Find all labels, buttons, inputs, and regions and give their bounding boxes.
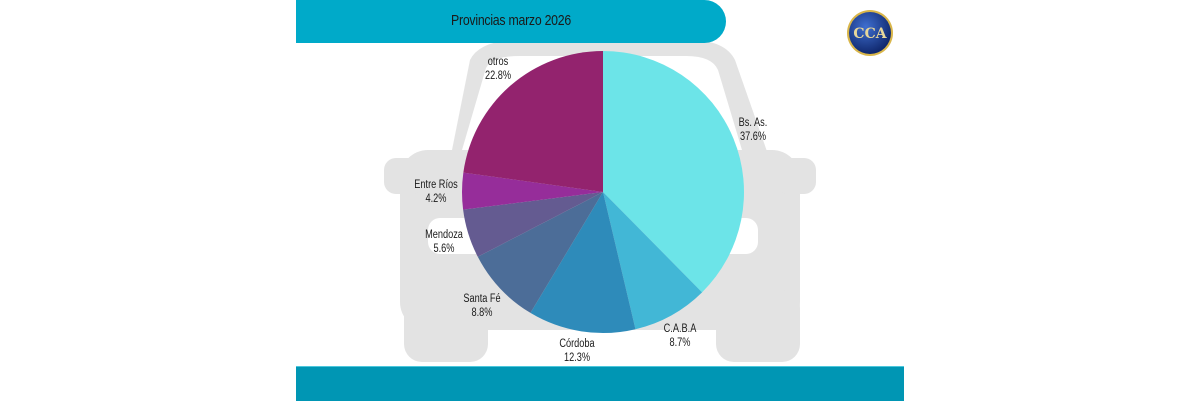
pie-slice [477, 192, 603, 313]
pie-slice [530, 192, 636, 333]
pie-slice [603, 51, 745, 293]
slice-label-caba: C.A.B.A 8.7% [663, 323, 697, 349]
slice-label-otros: otros 22.8% [484, 56, 512, 82]
pie-slice [463, 192, 603, 257]
cca-logo-icon: CCA [847, 10, 893, 56]
slice-label-cordoba: Córdoba 12.3% [559, 338, 595, 364]
slice-label-bs-as: Bs. As. 37.6% [738, 117, 768, 143]
pie-slice [603, 192, 703, 330]
chart-title: Provincias marzo 2026 [451, 12, 571, 29]
slice-label-mendoza: Mendoza 5.6% [425, 229, 463, 255]
footer-bar [296, 366, 904, 401]
slice-label-santa-fe: Santa Fé 8.8% [463, 293, 501, 319]
pie-slice [463, 51, 603, 192]
logo-text: CCA [853, 26, 887, 42]
slice-label-entre-rios: Entre Ríos 4.2% [414, 179, 458, 205]
title-bar: Provincias marzo 2026 [296, 0, 726, 43]
pie-slice [461, 172, 603, 210]
